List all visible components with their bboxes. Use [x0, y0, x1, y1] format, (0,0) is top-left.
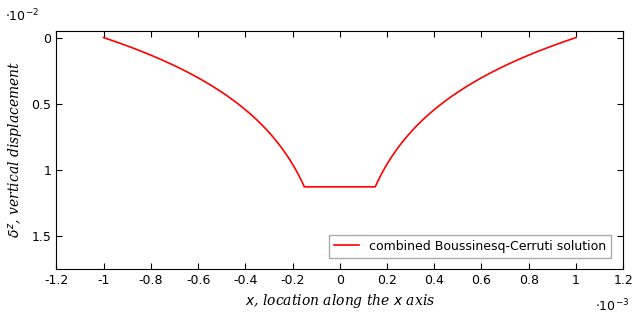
Text: $\cdot 10^{-2}$: $\cdot 10^{-2}$	[5, 7, 39, 24]
Text: $\cdot 10^{-3}$: $\cdot 10^{-3}$	[595, 297, 629, 314]
combined Boussinesq-Cerruti solution	[100, 36, 108, 40]
Legend: combined Boussinesq-Cerruti solution: combined Boussinesq-Cerruti solution	[329, 235, 611, 258]
combined Boussinesq-Cerruti solution	[572, 36, 580, 40]
combined Boussinesq-Cerruti solution	[332, 185, 339, 189]
Line: combined Boussinesq-Cerruti solution: combined Boussinesq-Cerruti solution	[104, 38, 576, 187]
X-axis label: $x$, location along the $x$ axis: $x$, location along the $x$ axis	[244, 292, 435, 310]
combined Boussinesq-Cerruti solution	[182, 70, 190, 73]
combined Boussinesq-Cerruti solution	[340, 185, 348, 189]
combined Boussinesq-Cerruti solution	[205, 82, 212, 86]
combined Boussinesq-Cerruti solution	[134, 48, 141, 52]
Y-axis label: $\delta^z$, vertical displacement: $\delta^z$, vertical displacement	[7, 61, 26, 239]
combined Boussinesq-Cerruti solution	[546, 45, 554, 49]
combined Boussinesq-Cerruti solution	[301, 185, 308, 189]
